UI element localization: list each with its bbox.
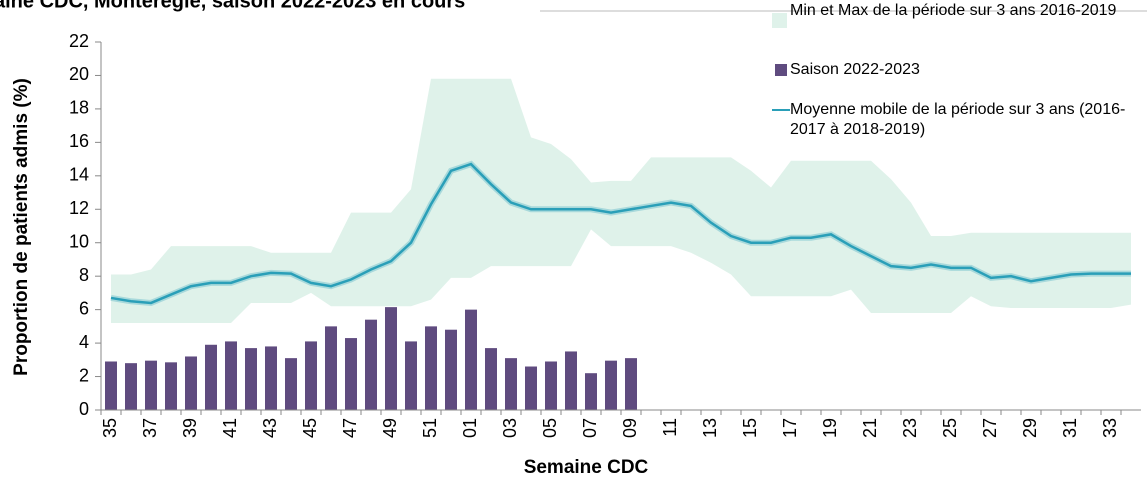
range-band bbox=[111, 78, 1131, 324]
y-tick-label: 8 bbox=[79, 265, 89, 285]
x-tick-label: 05 bbox=[540, 418, 560, 438]
x-tick-label: 29 bbox=[1020, 418, 1040, 438]
x-tick-label: 21 bbox=[860, 418, 880, 438]
x-tick-label: 13 bbox=[700, 418, 720, 438]
x-tick-label: 09 bbox=[620, 418, 640, 438]
x-tick-label: 39 bbox=[180, 418, 200, 438]
x-tick-label: 31 bbox=[1060, 418, 1080, 438]
bar bbox=[245, 348, 257, 410]
bar bbox=[465, 309, 477, 410]
line bbox=[110, 162, 1131, 305]
bar bbox=[105, 361, 117, 410]
x-tick-label: 51 bbox=[420, 418, 440, 438]
bar bbox=[565, 351, 577, 410]
bar bbox=[445, 329, 457, 410]
y-axis-title: Proportion de patients admis (%) bbox=[11, 78, 32, 376]
y-tick-label: 12 bbox=[69, 198, 89, 218]
legend-label: Moyenne mobile de la période sur 3 ans (… bbox=[790, 101, 1126, 138]
x-tick-label: 07 bbox=[580, 418, 600, 438]
bar bbox=[585, 373, 597, 410]
bar bbox=[285, 358, 297, 410]
x-tick-label: 43 bbox=[260, 418, 280, 438]
legend-swatch bbox=[775, 64, 787, 76]
bar bbox=[545, 361, 557, 410]
legend-label: Min et Max de la période sur 3 ans 2016-… bbox=[790, 2, 1117, 19]
x-tick-label: 23 bbox=[900, 418, 920, 438]
bar-layer bbox=[105, 307, 637, 410]
y-tick-label: 0 bbox=[79, 399, 89, 419]
bar bbox=[485, 348, 497, 410]
y-tick-label: 2 bbox=[79, 365, 89, 385]
x-tick-label: 03 bbox=[500, 418, 520, 438]
bar bbox=[165, 362, 177, 410]
x-tick-label: 15 bbox=[740, 418, 760, 438]
bar bbox=[405, 341, 417, 410]
x-tick-label: 49 bbox=[380, 418, 400, 438]
x-tick-label: 35 bbox=[100, 418, 120, 438]
x-tick-label: 11 bbox=[660, 418, 680, 437]
bar bbox=[525, 366, 537, 410]
y-tick-label: 20 bbox=[69, 64, 89, 84]
y-tick-label: 6 bbox=[79, 298, 89, 318]
band-layer bbox=[111, 78, 1131, 324]
x-tick-label: 33 bbox=[1100, 418, 1120, 438]
bar bbox=[605, 360, 617, 410]
bar bbox=[145, 360, 157, 410]
bar bbox=[325, 326, 337, 410]
bar bbox=[185, 356, 197, 410]
bar bbox=[225, 341, 237, 410]
bar bbox=[345, 338, 357, 410]
x-tick-label: 01 bbox=[460, 418, 480, 438]
x-axis-title: Semaine CDC bbox=[524, 457, 649, 478]
legend-label: Saison 2022-2023 bbox=[790, 61, 920, 78]
x-tick-label: 45 bbox=[300, 418, 320, 438]
bar bbox=[265, 346, 277, 410]
bar bbox=[505, 358, 517, 410]
y-tick-label: 16 bbox=[69, 131, 89, 151]
bar bbox=[125, 363, 137, 410]
y-tick-label: 10 bbox=[69, 231, 89, 251]
bar bbox=[205, 344, 217, 410]
bar bbox=[625, 358, 637, 410]
y-tick-label: 14 bbox=[69, 165, 89, 185]
bar bbox=[305, 341, 317, 410]
bar bbox=[365, 319, 377, 410]
x-tick-label: 41 bbox=[220, 418, 240, 438]
x-tick-label: 37 bbox=[140, 418, 160, 438]
legend-swatch bbox=[772, 109, 790, 111]
x-tick-label: 19 bbox=[820, 418, 840, 438]
bar bbox=[425, 326, 437, 410]
y-tick-label: 22 bbox=[69, 31, 89, 51]
x-tick-label: 25 bbox=[940, 418, 960, 438]
x-tick-label: 27 bbox=[980, 418, 1000, 438]
legend-swatch bbox=[772, 13, 787, 28]
chart-title: aine CDC, Montérégie, saison 2022-2023 e… bbox=[0, 0, 465, 12]
y-tick-label: 18 bbox=[69, 98, 89, 118]
y-tick-label: 4 bbox=[79, 332, 89, 352]
line-layer bbox=[110, 160, 1131, 306]
x-tick-label: 17 bbox=[780, 418, 800, 438]
bar bbox=[385, 307, 397, 410]
x-tick-label: 47 bbox=[340, 418, 360, 438]
